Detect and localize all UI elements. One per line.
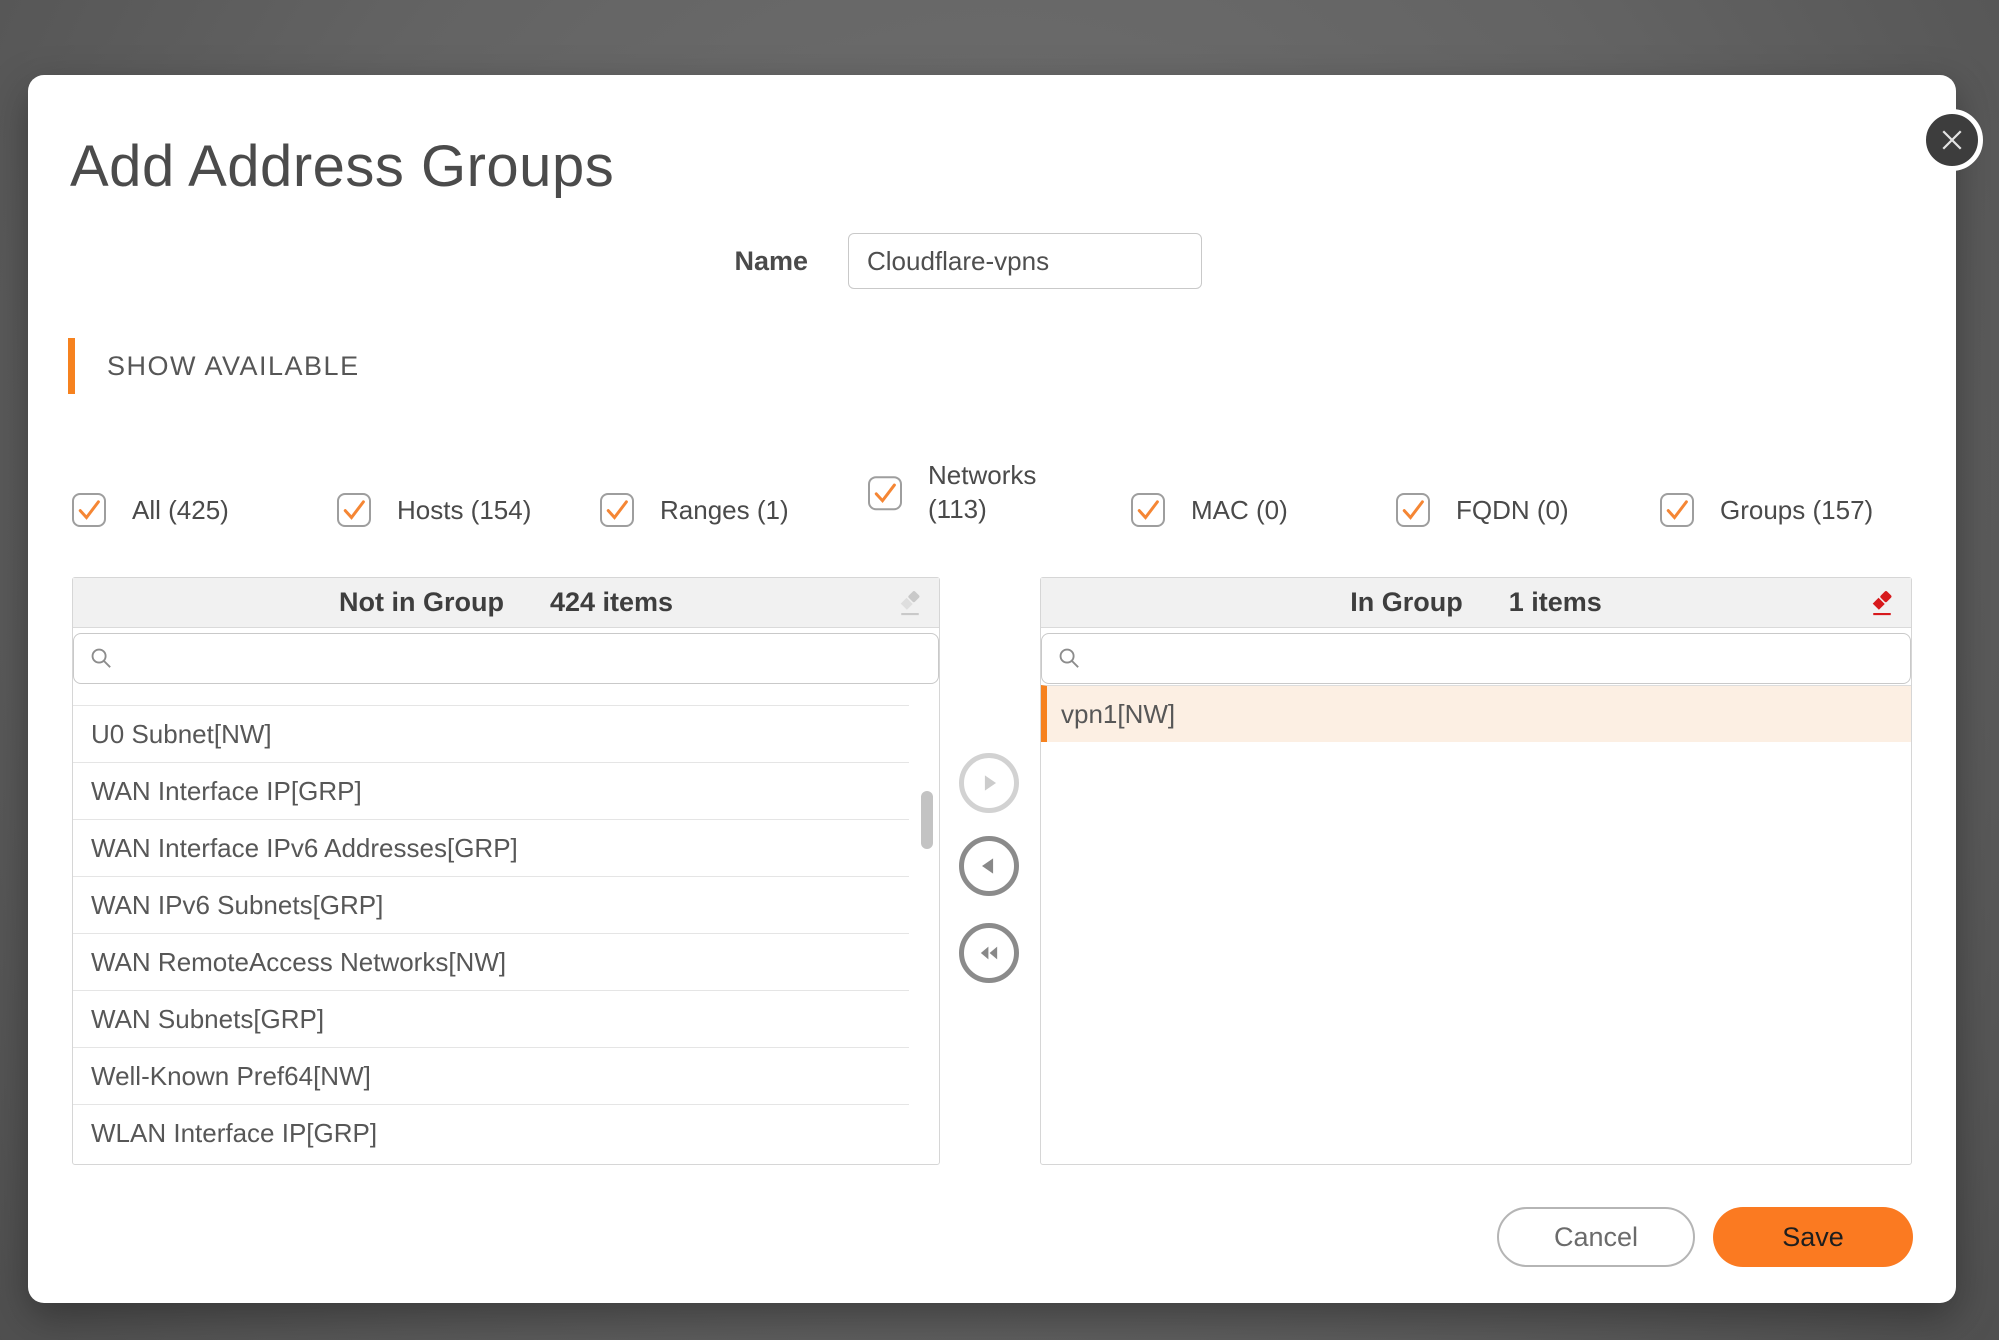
search-input[interactable] [1092, 636, 1900, 681]
save-button[interactable]: Save [1713, 1207, 1913, 1267]
close-icon [1937, 125, 1967, 155]
list-item[interactable]: WLAN Interface IP[GRP] [73, 1104, 909, 1161]
panel-count: 424 items [549, 587, 674, 617]
filter-hosts[interactable]: Hosts (154) [337, 493, 531, 527]
filter-groups[interactable]: Groups (157) [1660, 493, 1873, 527]
eraser-icon [895, 588, 925, 618]
list-item[interactable]: WAN RemoteAccess Networks[NW] [73, 933, 909, 990]
double-arrow-left-icon [975, 939, 1003, 967]
cancel-button[interactable]: Cancel [1497, 1207, 1695, 1267]
checkbox-icon[interactable] [1660, 493, 1694, 527]
filter-label: Groups (157) [1720, 494, 1874, 525]
move-all-left-button[interactable] [959, 923, 1019, 983]
checkbox-icon[interactable] [1131, 493, 1165, 527]
list-scroll-sliver [73, 685, 939, 705]
in-group-search[interactable] [1041, 633, 1911, 684]
checkbox-icon[interactable] [337, 493, 371, 527]
section-title: SHOW AVAILABLE [107, 351, 360, 381]
list-item[interactable]: WAN Subnets[GRP] [73, 990, 909, 1047]
filter-label: Networks (113) [928, 460, 1037, 524]
move-right-button[interactable] [959, 753, 1019, 813]
eraser-icon [1867, 588, 1897, 618]
panel-title: Not in Group [338, 587, 504, 617]
arrow-right-icon [975, 769, 1003, 797]
name-input[interactable] [848, 233, 1202, 289]
not-in-group-list: U0 Subnet[NW] WAN Interface IP[GRP] WAN … [73, 685, 939, 1164]
clear-selection-button[interactable] [1865, 586, 1899, 620]
move-left-button[interactable] [959, 836, 1019, 896]
section-accent-bar [68, 338, 75, 394]
filter-label: Ranges (1) [660, 494, 789, 525]
not-in-group-header: Not in Group 424 items [73, 578, 939, 628]
filter-mac[interactable]: MAC (0) [1131, 493, 1288, 527]
filter-label: All (425) [132, 494, 229, 525]
name-label: Name [734, 246, 808, 276]
checkbox-icon[interactable] [1396, 493, 1430, 527]
filter-ranges[interactable]: Ranges (1) [600, 493, 789, 527]
scrollbar-thumb[interactable] [921, 791, 933, 849]
checkbox-icon[interactable] [72, 493, 106, 527]
list-item[interactable]: WAN Interface IPv6 Addresses[GRP] [73, 819, 909, 876]
filter-networks[interactable]: Networks (113) [868, 459, 1062, 527]
panel-title: In Group [1350, 587, 1463, 617]
search-input[interactable] [124, 636, 928, 681]
checkbox-icon[interactable] [600, 493, 634, 527]
list-item[interactable]: Well-Known Pref64[NW] [73, 1047, 909, 1104]
in-group-list: vpn1[NW] [1041, 685, 1911, 1164]
checkbox-icon[interactable] [868, 476, 902, 510]
filter-label: MAC (0) [1191, 494, 1288, 525]
not-in-group-search[interactable] [73, 633, 939, 684]
filter-label: FQDN (0) [1456, 494, 1569, 525]
arrow-left-icon [975, 852, 1003, 880]
close-button[interactable] [1921, 109, 1983, 171]
list-item-selected[interactable]: vpn1[NW] [1041, 685, 1911, 742]
list-item[interactable]: U0 Subnet[NW] [73, 705, 909, 762]
list-item[interactable]: WAN IPv6 Subnets[GRP] [73, 876, 909, 933]
dialog-title: Add Address Groups [70, 134, 615, 199]
not-in-group-panel: Not in Group 424 items [72, 577, 940, 1165]
filter-all[interactable]: All (425) [72, 493, 229, 527]
clear-selection-button[interactable] [893, 586, 927, 620]
filter-fqdn[interactable]: FQDN (0) [1396, 493, 1569, 527]
in-group-panel: In Group 1 items [1040, 577, 1912, 1165]
in-group-header: In Group 1 items [1041, 578, 1911, 628]
filter-label: Hosts (154) [397, 494, 532, 525]
add-address-groups-dialog: Add Address Groups Name SHOW AVAILABLE A… [28, 75, 1983, 1303]
panel-count: 1 items [1508, 587, 1602, 617]
list-item[interactable]: WAN Interface IP[GRP] [73, 762, 909, 819]
